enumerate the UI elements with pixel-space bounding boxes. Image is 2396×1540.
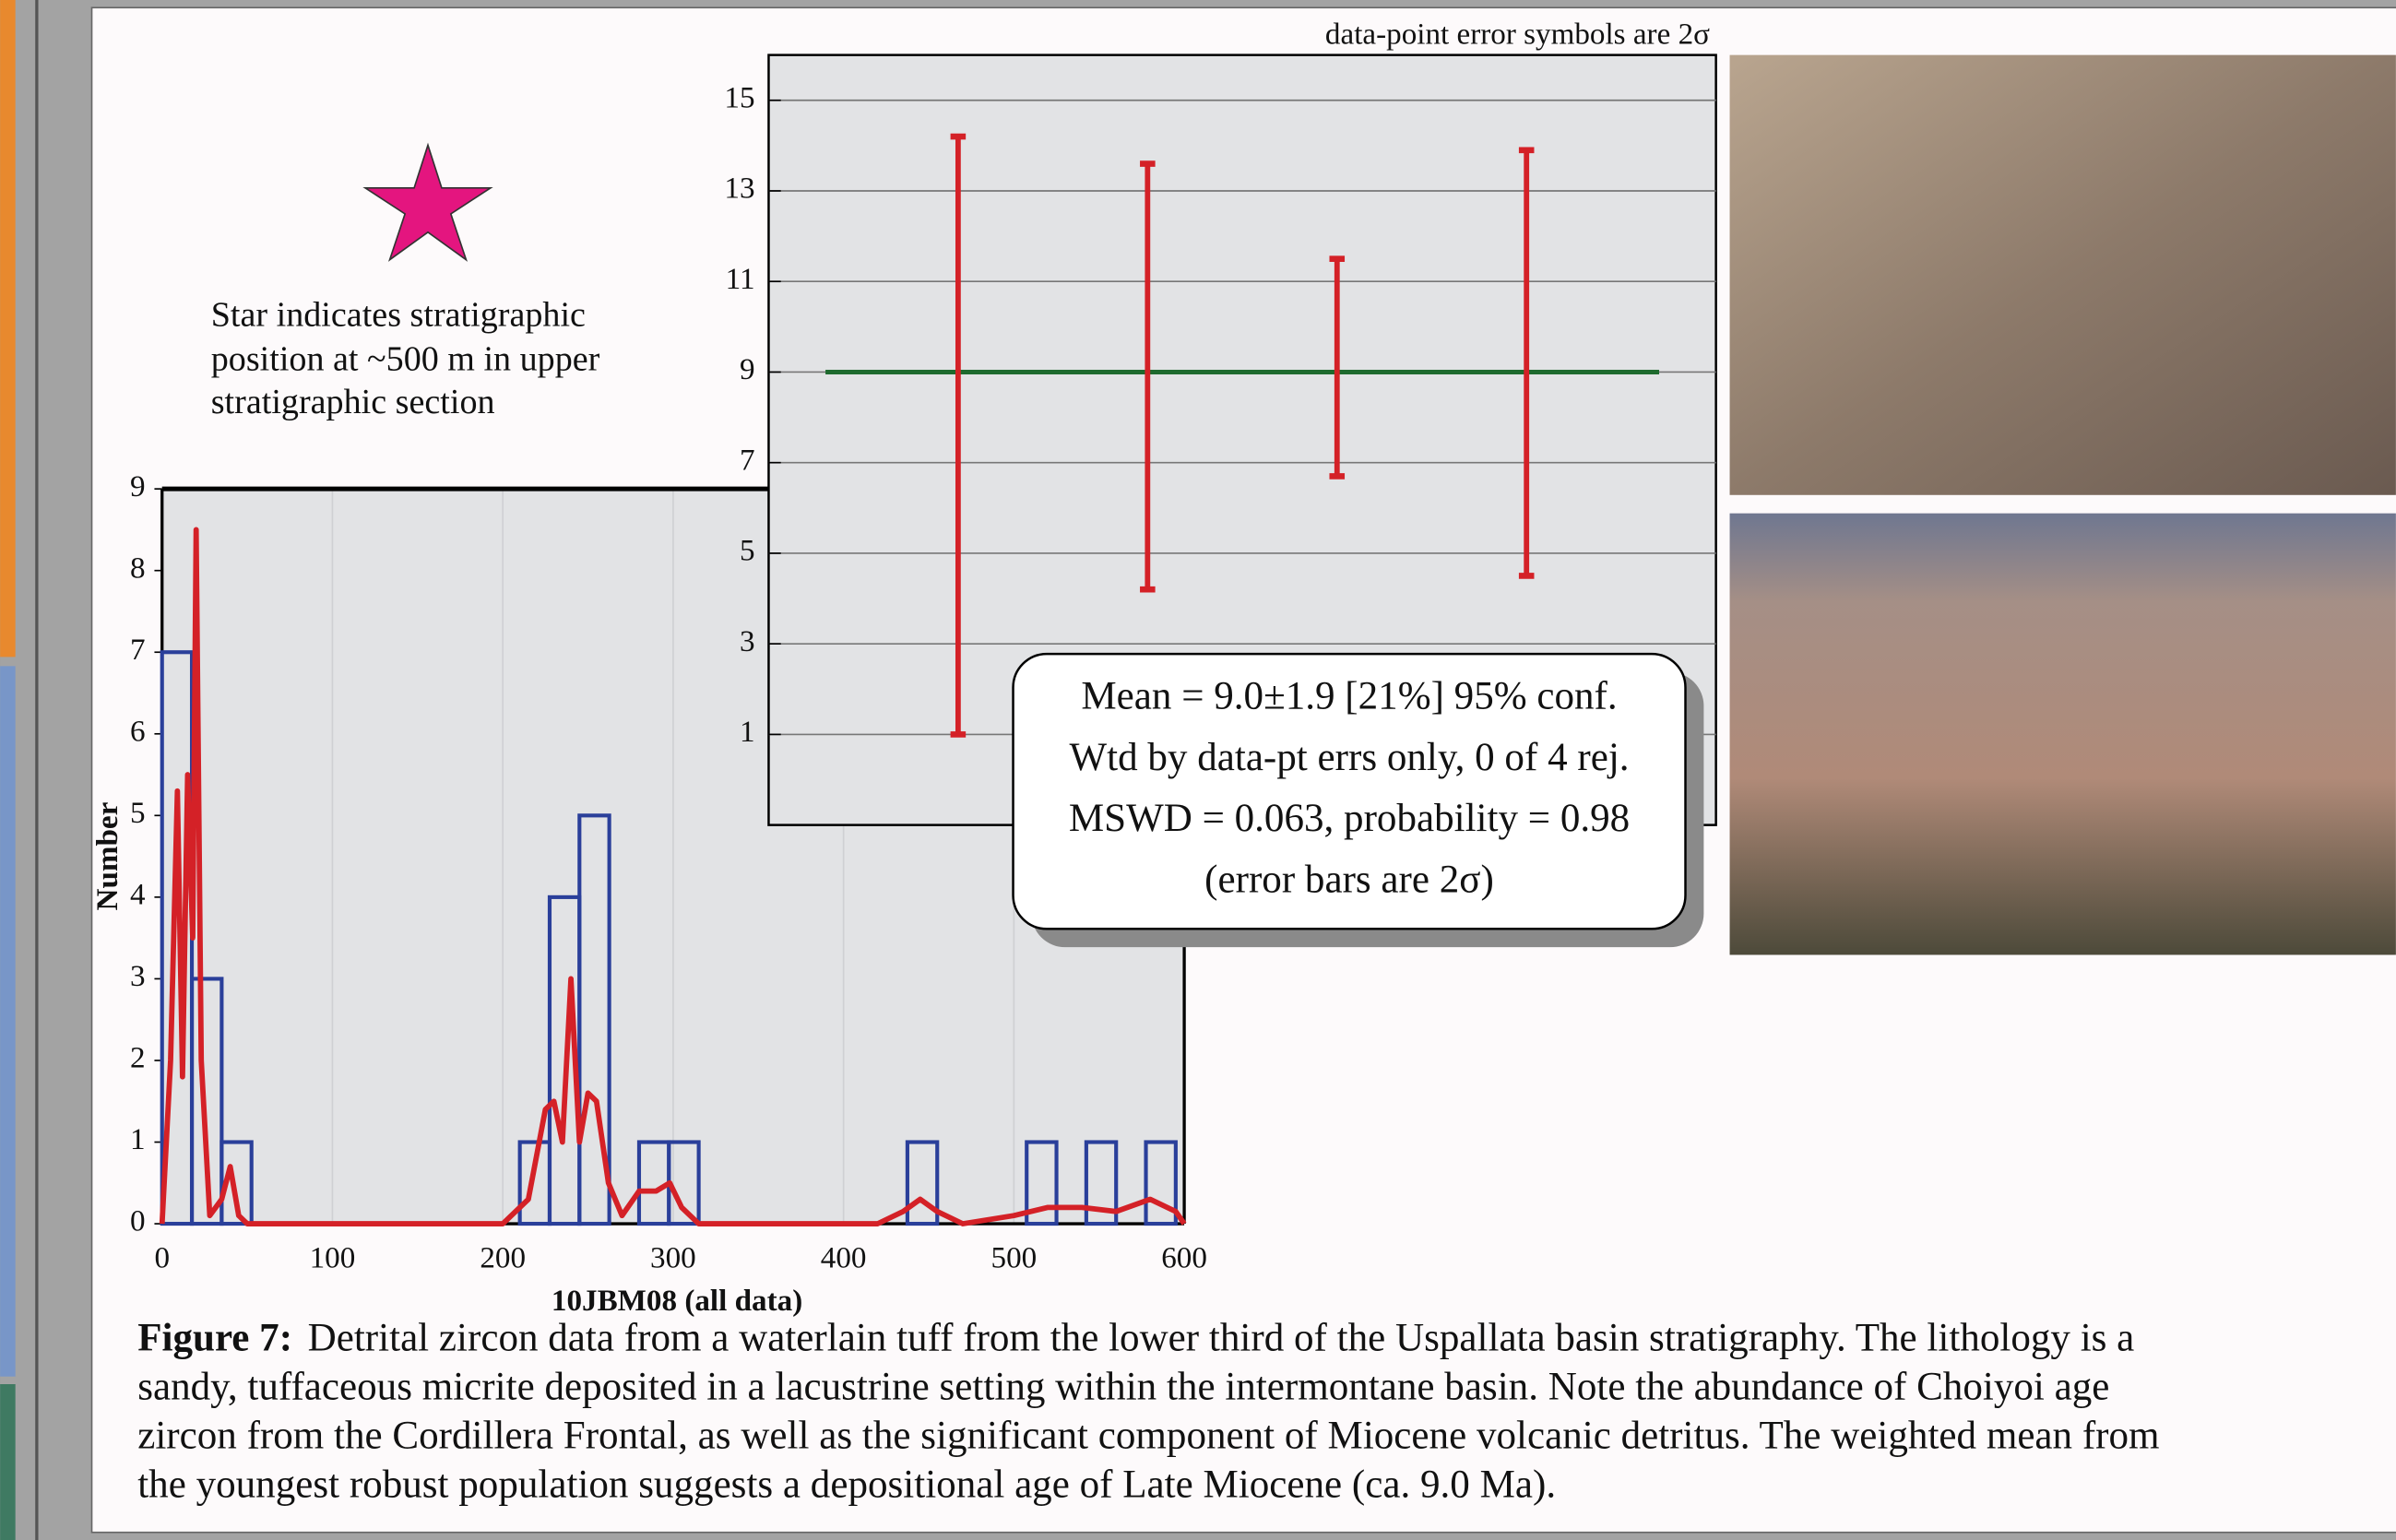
y-tick-label: 13 [724,172,754,206]
note: Star indicates stratigraphic [211,295,586,334]
y-tick-label: 2 [130,1041,146,1075]
y-tick-label: 15 [724,80,754,114]
caption-text: zircon from the Cordillera Frontal, as w… [137,1415,2159,1458]
note: position at ~500 m in upper [211,339,600,378]
caption-text: the youngest robust population suggests … [137,1463,1556,1507]
x-tick-label: 400 [821,1240,867,1274]
annotation-text: MSWD = 0.063, probability = 0.98 [1069,797,1630,840]
y-tick-label: 3 [130,959,146,993]
caption-label: Figure 7: [137,1317,292,1360]
annotation-text: (error bars are 2σ) [1204,858,1494,901]
y-tick-label: 9 [740,352,755,386]
y-tick-label: 3 [740,624,755,658]
note: stratigraphic section [211,383,495,421]
photo [1730,514,2396,955]
caption: Figure 7: Detrital zircon data from a wat… [137,1317,2134,1360]
x-axis-label: 10JBM08 (all data) [552,1284,802,1318]
side-strip [0,0,16,657]
poster: Star indicates stratigraphic position at… [0,0,2396,1540]
x-tick-label: 500 [991,1240,1038,1274]
y-tick-label: 8 [130,551,146,585]
page: {"chart_data": [ {"type": "histogram", "… [0,0,2396,1540]
x-tick-label: 0 [154,1240,170,1274]
y-tick-label: 4 [130,877,146,911]
x-tick-label: 100 [310,1240,356,1274]
x-tick-label: 300 [650,1240,696,1274]
x-tick-label: 600 [1161,1240,1207,1274]
y-tick-label: 5 [130,796,146,830]
y-tick-label: 0 [130,1204,146,1238]
annotation-text: Wtd by data-pt errs only, 0 of 4 rej. [1069,736,1629,779]
y-tick-label: 6 [130,714,146,748]
annotation-text: Mean = 9.0±1.9 [21%] 95% conf. [1081,675,1617,718]
photo [1730,55,2396,495]
y-axis-label: Number [90,802,125,911]
y-tick-label: 5 [740,534,755,568]
caption-text: Detrital zircon data from a waterlain tu… [308,1317,2135,1360]
side-strip [0,666,16,1376]
y-tick-label: 7 [130,633,146,667]
y-tick-label: 7 [740,443,755,477]
y-tick-label: 1 [130,1122,146,1156]
x-tick-label: 200 [480,1240,526,1274]
y-tick-label: 1 [740,715,755,749]
y-tick-label: 11 [726,262,755,296]
side-strip [0,1384,16,1540]
chart-title: data-point error symbols are 2σ [1325,17,1710,51]
y-tick-label: 9 [130,469,146,503]
caption-text: sandy, tuffaceous micrite deposited in a… [137,1366,2109,1409]
